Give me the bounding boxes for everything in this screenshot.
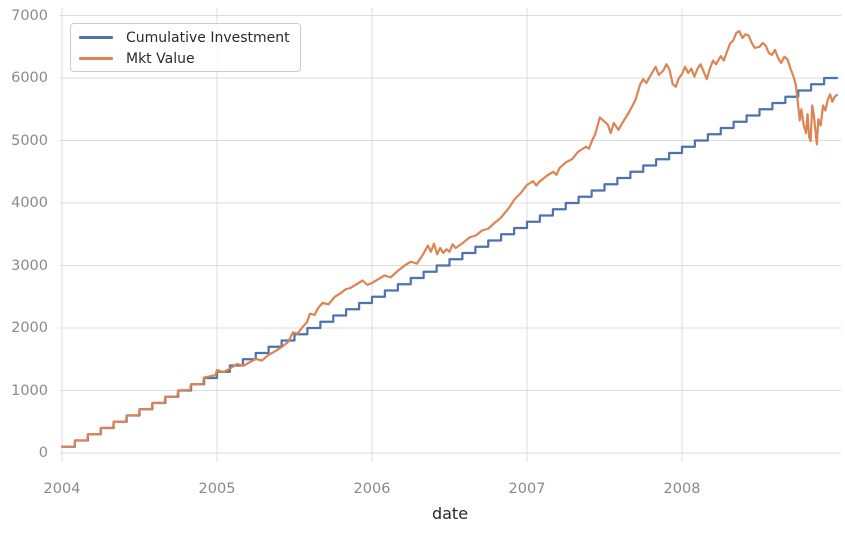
legend-label: Mkt Value [126, 50, 195, 67]
legend-line-swatch-orange [79, 57, 113, 60]
x-tick-label: 2005 [198, 481, 236, 497]
legend-item-mkt-value: Mkt Value [71, 48, 300, 69]
y-tick-label: 3000 [11, 257, 48, 274]
x-tick-label: 2007 [508, 481, 546, 497]
x-tick-label: 2004 [43, 481, 81, 497]
series-line-1 [60, 30, 839, 448]
y-tick-label: 2000 [11, 320, 48, 336]
x-tick-label: 2008 [663, 481, 701, 497]
legend-item-cumulative-investment: Cumulative Investment [71, 27, 300, 48]
y-tick-label: 1000 [11, 382, 48, 399]
legend: Cumulative Investment Mkt Value [70, 23, 301, 72]
y-tick-label: 7000 [11, 7, 48, 24]
y-tick-label: 0 [38, 445, 48, 461]
y-tick-label: 6000 [11, 70, 48, 86]
y-tick-label: 4000 [11, 195, 48, 211]
legend-line-swatch-blue [79, 36, 113, 39]
y-tick-label: 5000 [11, 132, 48, 149]
x-tick-label: 2006 [353, 481, 391, 497]
legend-label: Cumulative Investment [126, 29, 290, 46]
x-axis-title: date [431, 504, 469, 523]
plot-area [59, 8, 841, 462]
